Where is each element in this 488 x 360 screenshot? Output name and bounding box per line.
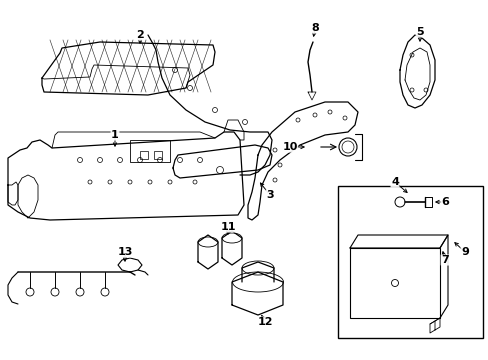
- Text: 9: 9: [460, 247, 468, 257]
- Text: 11: 11: [220, 222, 235, 232]
- Bar: [140, 151, 148, 159]
- Bar: [349, 248, 439, 318]
- Text: 12: 12: [257, 317, 272, 327]
- Bar: [154, 151, 162, 159]
- Text: 13: 13: [117, 247, 132, 257]
- Text: 4: 4: [390, 177, 398, 187]
- Text: 3: 3: [265, 190, 273, 200]
- Text: 5: 5: [415, 27, 423, 37]
- Text: 1: 1: [111, 130, 119, 140]
- Bar: [337, 186, 482, 338]
- Text: 8: 8: [310, 23, 318, 33]
- Text: 10: 10: [282, 142, 297, 152]
- Text: 2: 2: [136, 30, 143, 40]
- Text: 6: 6: [440, 197, 448, 207]
- Bar: [130, 140, 170, 162]
- Text: 7: 7: [440, 255, 448, 265]
